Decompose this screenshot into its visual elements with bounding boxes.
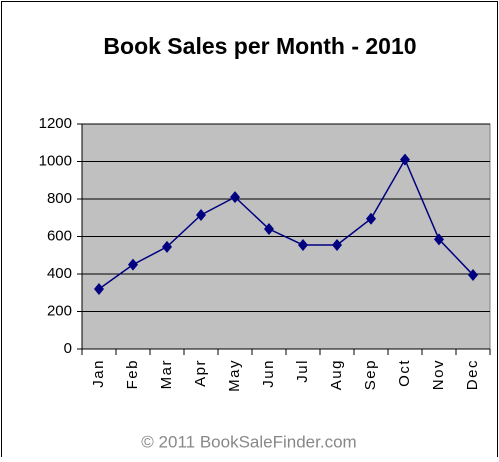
x-tick-label: Oct bbox=[396, 359, 413, 387]
y-tick-label: 1200 bbox=[39, 115, 72, 132]
x-tick-label: May bbox=[226, 359, 243, 392]
y-tick-label: 600 bbox=[47, 227, 72, 244]
chart-title: Book Sales per Month - 2010 bbox=[103, 33, 416, 59]
y-tick-label: 800 bbox=[47, 190, 72, 207]
footer: © 2011 BookSaleFinder.com bbox=[141, 432, 356, 451]
marker bbox=[230, 191, 240, 204]
x-tick-label: Sep bbox=[362, 359, 379, 390]
x-tick-label: Feb bbox=[124, 359, 141, 389]
line bbox=[98, 157, 474, 290]
x-tick-label: Jul bbox=[294, 359, 311, 383]
x-tick-label: Dec bbox=[464, 359, 481, 390]
marker bbox=[196, 208, 206, 221]
marker bbox=[366, 212, 376, 225]
x-tick-label: Mar bbox=[158, 359, 175, 389]
x-tick-label: Jan bbox=[90, 359, 107, 388]
y-tick-label: 0 bbox=[64, 340, 72, 357]
y-tick-label: 200 bbox=[47, 302, 72, 319]
marker bbox=[468, 268, 478, 281]
y-tick-label: 1000 bbox=[39, 152, 72, 169]
x-tick-label: Aug bbox=[328, 359, 345, 390]
marker bbox=[298, 238, 308, 251]
marker bbox=[162, 240, 172, 253]
x-tick-label: Nov bbox=[430, 359, 447, 390]
marker bbox=[128, 258, 138, 271]
x-tick-label: Apr bbox=[192, 359, 209, 387]
y-tick-label: 400 bbox=[47, 265, 72, 282]
marker bbox=[94, 283, 104, 295]
marker bbox=[400, 153, 410, 166]
marker bbox=[332, 238, 342, 251]
x-tick-label: Jun bbox=[260, 359, 277, 388]
marker bbox=[264, 223, 274, 235]
marker bbox=[434, 233, 444, 246]
